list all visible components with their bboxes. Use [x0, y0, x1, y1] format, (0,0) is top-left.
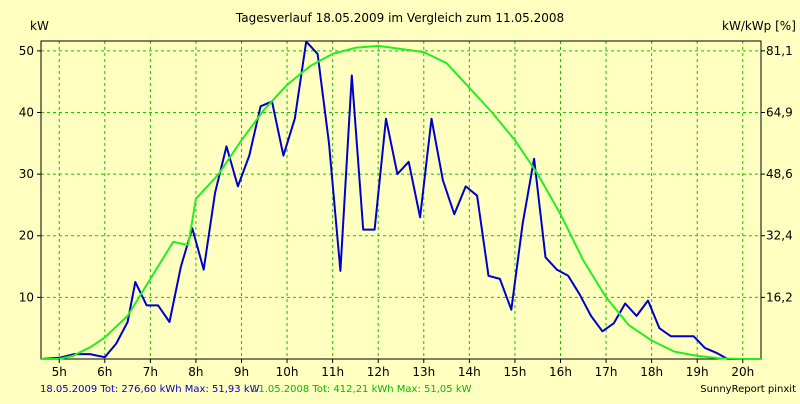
y-right-tick-label: 81,1 — [766, 44, 793, 58]
x-tick-label: 9h — [234, 365, 249, 379]
y-left-tick-label: 50 — [19, 44, 34, 58]
x-tick-label: 19h — [686, 365, 709, 379]
series-line-1 — [40, 40, 761, 360]
x-tick-label: 5h — [52, 365, 67, 379]
series-layer — [40, 40, 761, 360]
x-tick-label: 18h — [640, 365, 663, 379]
x-tick-label: 15h — [503, 365, 526, 379]
footer-series1-summary: 18.05.2009 Tot: 276,60 kWh Max: 51,93 kW — [40, 384, 260, 395]
x-tick-label: 10h — [276, 365, 299, 379]
x-tick-label: 20h — [731, 365, 754, 379]
x-tick-label: 11h — [321, 365, 344, 379]
plot-frame — [40, 40, 762, 360]
y-right-tick-label: 32,4 — [766, 229, 793, 243]
x-tick-label: 14h — [458, 365, 481, 379]
y-left-tick-label: 30 — [19, 167, 34, 181]
y-axis-left-label: kW — [30, 19, 49, 33]
y-left-tick-label: 20 — [19, 229, 34, 243]
grid-layer — [41, 41, 761, 359]
y-axis-right-label: kW/kWp [%] — [722, 19, 796, 33]
series-line-2 — [41, 44, 761, 360]
y-right-tick-label: 48,6 — [766, 167, 793, 181]
x-tick-label: 16h — [549, 365, 572, 379]
x-tick-label: 7h — [143, 365, 158, 379]
x-axis-ticks: 5h 6h 7h 8h 9h 10h 11h 12h 13h 14h 15h 16h 17h 18h 19h… — [52, 359, 754, 379]
x-tick-label: 8h — [188, 365, 203, 379]
x-tick-label: 17h — [595, 365, 618, 379]
y-right-tick-label: 64,9 — [766, 105, 793, 119]
x-tick-label: 6h — [97, 365, 112, 379]
y-axis-left-ticks: 10 20 30 40 50 — [19, 44, 41, 304]
y-axis-right-ticks: 16,2 32,4 48,6 64,9 81,1 — [761, 44, 793, 304]
y-left-tick-label: 10 — [19, 290, 34, 304]
chart-title: Tagesverlauf 18.05.2009 im Vergleich zum… — [235, 11, 564, 25]
x-tick-label: 12h — [367, 365, 390, 379]
x-tick-label: 13h — [412, 365, 435, 379]
y-left-tick-label: 40 — [19, 105, 34, 119]
footer-series2-summary: 11.05.2008 Tot: 412,21 kWh Max: 51,05 kW — [252, 384, 472, 395]
y-right-tick-label: 16,2 — [766, 290, 793, 304]
footer-credit: SunnyReport pinxit — [700, 384, 796, 395]
